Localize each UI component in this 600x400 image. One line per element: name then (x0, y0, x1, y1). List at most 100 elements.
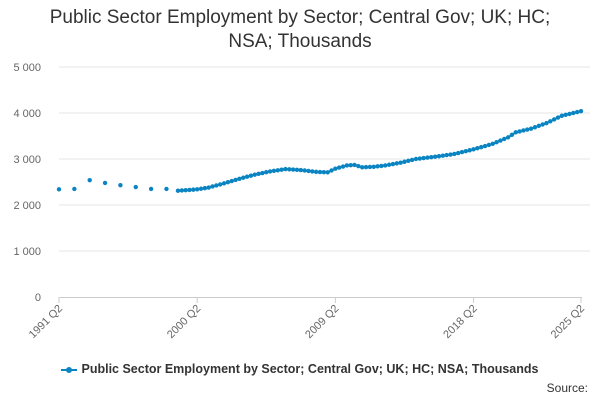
data-point[interactable] (459, 149, 465, 155)
data-point[interactable] (218, 182, 223, 187)
data-point[interactable] (540, 122, 545, 127)
data-point[interactable] (455, 150, 461, 156)
data-point[interactable] (436, 154, 442, 159)
data-point[interactable] (179, 188, 185, 193)
data-point[interactable] (187, 187, 192, 193)
data-point[interactable] (502, 136, 507, 142)
data-point[interactable] (87, 177, 92, 183)
data-point[interactable] (133, 184, 138, 190)
data-point[interactable] (290, 167, 296, 172)
data-point[interactable] (467, 148, 472, 153)
data-point[interactable] (202, 185, 208, 191)
data-point[interactable] (406, 158, 411, 164)
data-point[interactable] (536, 123, 541, 129)
data-point[interactable] (198, 186, 204, 191)
data-point[interactable] (383, 163, 388, 168)
data-point[interactable] (260, 170, 265, 176)
data-point[interactable] (379, 163, 384, 169)
data-point[interactable] (486, 142, 492, 148)
data-point[interactable] (448, 152, 453, 157)
data-point[interactable] (409, 157, 415, 163)
data-point[interactable] (279, 167, 284, 172)
data-point[interactable] (72, 186, 77, 192)
data-point[interactable] (118, 183, 123, 188)
data-point[interactable] (413, 156, 419, 162)
data-point[interactable] (175, 188, 181, 193)
data-point[interactable] (578, 108, 584, 114)
data-point[interactable] (375, 164, 380, 169)
data-point[interactable] (417, 156, 422, 161)
legend[interactable]: Public Sector Employment by Sector; Cent… (0, 362, 600, 376)
data-point[interactable] (229, 178, 234, 184)
data-point[interactable] (479, 144, 484, 150)
data-point[interactable] (521, 128, 526, 133)
data-point[interactable] (336, 165, 342, 170)
data-point[interactable] (267, 169, 273, 174)
data-point[interactable] (490, 141, 495, 147)
data-point[interactable] (333, 166, 338, 171)
data-point[interactable] (398, 160, 403, 165)
data-point[interactable] (367, 164, 373, 170)
data-point[interactable] (363, 164, 369, 170)
data-point[interactable] (475, 146, 480, 151)
data-point[interactable] (310, 169, 315, 174)
data-point[interactable] (513, 130, 518, 135)
data-point[interactable] (221, 181, 227, 186)
data-point[interactable] (463, 148, 469, 154)
data-point[interactable] (206, 185, 211, 190)
data-point[interactable] (525, 127, 530, 132)
data-point[interactable] (371, 164, 376, 170)
data-point[interactable] (344, 163, 350, 168)
data-point[interactable] (352, 162, 357, 168)
data-point[interactable] (509, 132, 515, 138)
data-point[interactable] (287, 167, 292, 172)
data-point[interactable] (225, 180, 231, 185)
data-point[interactable] (452, 151, 457, 157)
data-point[interactable] (283, 166, 288, 172)
data-point[interactable] (528, 126, 534, 131)
data-point[interactable] (494, 140, 499, 145)
data-point[interactable] (194, 187, 200, 192)
data-point[interactable] (517, 129, 522, 134)
data-point[interactable] (191, 187, 196, 192)
data-point[interactable] (440, 153, 446, 158)
data-point[interactable] (302, 168, 307, 173)
data-point[interactable] (241, 175, 246, 180)
data-point[interactable] (271, 168, 277, 174)
data-point[interactable] (386, 162, 392, 167)
data-point[interactable] (348, 163, 353, 168)
data-point[interactable] (402, 159, 407, 164)
data-point[interactable] (321, 169, 327, 175)
data-point[interactable] (256, 171, 261, 177)
data-point[interactable] (294, 167, 300, 173)
data-point[interactable] (482, 143, 488, 149)
data-point[interactable] (313, 169, 319, 175)
data-point[interactable] (183, 187, 188, 193)
data-point[interactable] (394, 161, 399, 166)
data-point[interactable] (498, 138, 503, 143)
data-point[interactable] (317, 169, 323, 175)
data-point[interactable] (214, 183, 219, 188)
data-point[interactable] (56, 187, 62, 192)
data-point[interactable] (252, 172, 257, 177)
data-point[interactable] (471, 147, 476, 152)
data-point[interactable] (429, 154, 434, 160)
data-point[interactable] (559, 113, 565, 118)
data-point[interactable] (421, 155, 426, 161)
data-point[interactable] (340, 164, 346, 169)
data-point[interactable] (571, 110, 576, 116)
data-point[interactable] (563, 112, 568, 118)
data-point[interactable] (148, 186, 154, 192)
data-point[interactable] (329, 168, 334, 173)
data-point[interactable] (425, 155, 430, 160)
data-point[interactable] (532, 125, 538, 130)
data-point[interactable] (306, 168, 311, 174)
data-point[interactable] (356, 163, 361, 169)
data-point[interactable] (567, 111, 572, 117)
data-point[interactable] (551, 117, 557, 122)
data-point[interactable] (233, 177, 238, 183)
data-point[interactable] (360, 165, 365, 170)
data-point[interactable] (390, 161, 396, 167)
data-point[interactable] (164, 186, 169, 192)
data-point[interactable] (444, 152, 449, 158)
